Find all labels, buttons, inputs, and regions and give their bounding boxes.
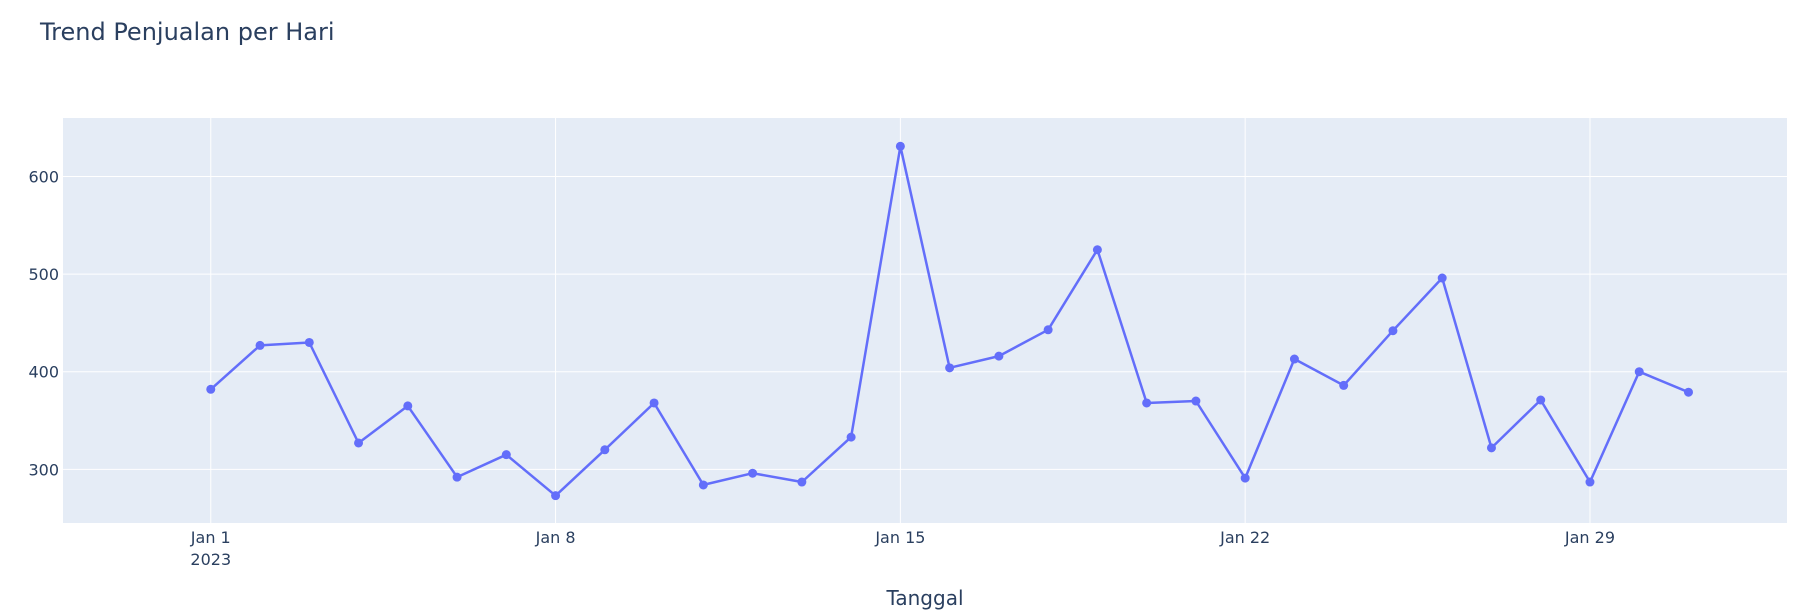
- data-point: [304, 337, 314, 347]
- data-point: [1289, 354, 1299, 364]
- y-tick-label: 300: [28, 460, 59, 479]
- data-point: [797, 477, 807, 487]
- data-point: [1092, 245, 1102, 255]
- data-point: [206, 384, 216, 394]
- data-point: [255, 340, 265, 350]
- x-axis-title: Tanggal: [885, 586, 963, 610]
- data-point: [1634, 367, 1644, 377]
- data-point: [945, 363, 955, 373]
- data-point: [846, 432, 856, 442]
- data-point: [1437, 273, 1447, 283]
- x-tick-label: Jan 1: [190, 528, 231, 547]
- data-point: [748, 468, 758, 478]
- data-point: [600, 445, 610, 455]
- data-point: [994, 351, 1004, 361]
- data-point: [1240, 473, 1250, 483]
- data-point: [1339, 380, 1349, 390]
- x-tick-label: Jan 22: [1219, 528, 1270, 547]
- data-points: [206, 141, 1693, 501]
- data-point: [1536, 395, 1546, 405]
- data-point: [354, 438, 364, 448]
- data-point: [1388, 326, 1398, 336]
- data-point: [1142, 398, 1152, 408]
- data-point: [551, 491, 561, 501]
- data-point: [895, 141, 905, 151]
- y-tick-label: 600: [28, 168, 59, 187]
- x-tick-label: Jan 15: [874, 528, 925, 547]
- data-point: [698, 480, 708, 490]
- data-point: [1043, 325, 1053, 335]
- x-tick-sublabel: 2023: [190, 550, 231, 569]
- data-point: [403, 401, 413, 411]
- plot-area: [63, 118, 1787, 523]
- y-tick-label: 500: [28, 265, 59, 284]
- x-axis-ticks: Jan 1 2023 Jan 8 Jan 15 Jan 22 Jan 29: [190, 528, 1615, 569]
- data-point: [1683, 387, 1693, 397]
- grid-lines: [63, 118, 1787, 523]
- data-point: [452, 472, 462, 482]
- data-point: [501, 450, 511, 460]
- chart-title: Trend Penjualan per Hari: [40, 18, 335, 46]
- x-tick-label: Jan 29: [1564, 528, 1615, 547]
- data-point: [1191, 396, 1201, 406]
- data-point: [1486, 443, 1496, 453]
- x-tick-label: Jan 8: [535, 528, 576, 547]
- data-point: [1585, 477, 1595, 487]
- y-axis-ticks: 300 400 500 600: [28, 168, 59, 480]
- data-point: [649, 398, 659, 408]
- y-tick-label: 400: [28, 363, 59, 382]
